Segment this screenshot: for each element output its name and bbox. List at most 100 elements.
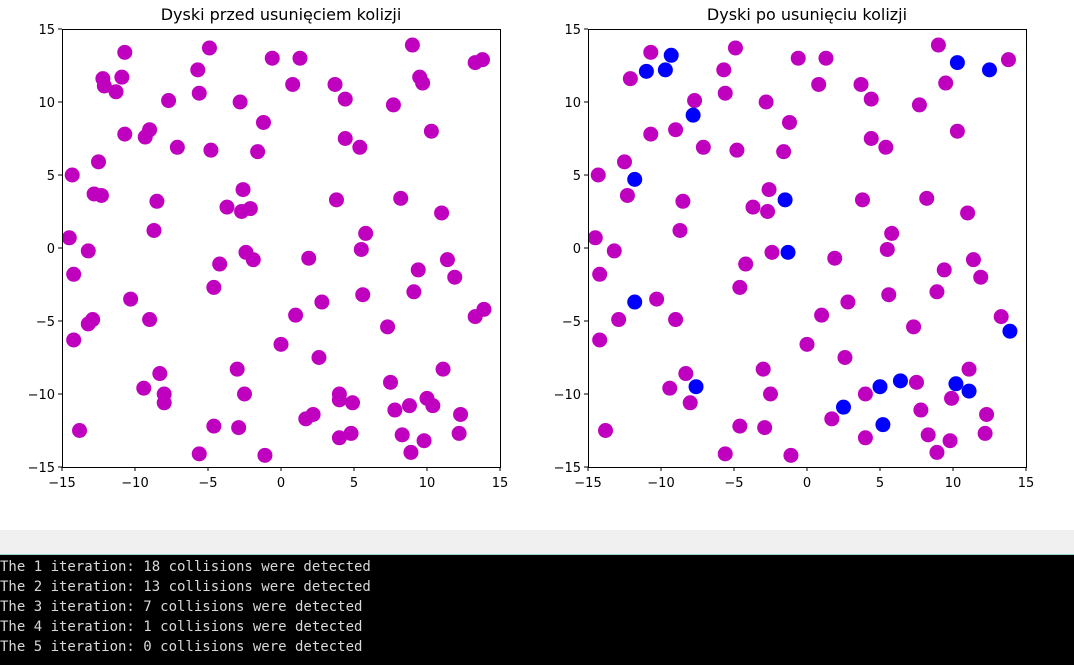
x-tick-label: −10 [121,476,148,491]
disk-point [936,262,952,278]
disk-point [117,44,133,60]
moved-disk-point [688,379,704,395]
disk-point [353,241,369,257]
disk-point [824,411,840,427]
x-tick-label: −15 [48,476,75,491]
disk-point [401,398,417,414]
disk-point [237,386,252,402]
disk-point [811,76,827,92]
disk-point [929,284,945,300]
console-line: The 2 iteration: 13 collisions were dete… [0,579,371,595]
y-tick-label: −5 [36,315,55,330]
disk-point [738,256,754,272]
moved-disk-point [627,171,643,187]
disk-point [232,94,248,110]
disk-point [146,222,162,238]
disk-point [717,85,733,101]
panel-divider[interactable] [0,530,1074,555]
disk-point [965,252,981,268]
console-output[interactable]: The 1 iteration: 18 collisions were dete… [0,555,1074,665]
disk-point [929,444,945,460]
y-tick-label: −15 [28,461,55,476]
disk-point [944,390,960,406]
chart-title: Dyski po usunięciu kolizji [707,5,907,24]
data-points [588,37,1018,463]
moved-disk-point [948,376,964,392]
disk-point [687,93,703,109]
y-tick-label: 0 [573,242,581,257]
disk-point [717,446,733,462]
y-tick-label: −15 [554,461,581,476]
disk-point [358,225,374,241]
disk-point [439,252,455,268]
moved-disk-point [949,55,965,71]
disk-point [142,122,158,138]
disk-point [191,85,207,101]
figure-canvas: −15 −10 −5 0 5 10 15 −15 −10 −5 0 5 10 15 Dyski przed … [27,5,1035,491]
disk-point [142,312,158,328]
disk-point [206,418,222,434]
disk-point [191,446,207,462]
disk-point [331,392,347,408]
disk-point [80,243,96,259]
disk-point [229,361,245,377]
disk-point [949,123,965,139]
disk-point [255,114,271,130]
disk-point [66,266,82,282]
disk-point [169,139,185,155]
disk-point [588,230,603,246]
disk-point [235,182,251,198]
disk-point [863,131,879,146]
disk-point [114,69,130,85]
disk-point [434,205,450,221]
disk-point [760,204,776,219]
console-line: The 5 iteration: 0 collisions were detec… [0,639,363,655]
disk-point [611,312,627,328]
disk-point [273,336,289,352]
disk-point [380,319,396,335]
disk-point [425,398,441,414]
disk-point [257,447,273,463]
disk-point [668,122,684,138]
x-tick-label: 15 [492,476,509,491]
disk-point [606,243,622,259]
y-tick-label: −5 [562,315,581,330]
disk-point [649,291,665,307]
disk-point [590,167,606,183]
moved-disk-point [657,62,673,78]
disk-point [643,126,659,142]
disk-point [415,75,431,91]
disk-point [451,425,467,441]
disk-point [64,167,80,183]
disk-point [328,192,344,208]
moved-disk-point [638,63,654,79]
axes-2: −15 −10 −5 0 5 10 15 −15 −10 −5 0 5 10 15 Dyski po usu… [554,5,1035,491]
disk-point [783,447,799,463]
disk-point [311,350,327,365]
x-tick-label: 10 [419,476,436,491]
moved-disk-point [777,192,793,208]
disk-point [416,433,432,449]
disk-point [672,222,688,238]
disk-point [149,193,165,209]
disk-point [682,395,698,411]
disk-point [716,62,732,78]
disk-point [881,287,897,303]
axes-frame [588,29,1027,468]
disk-point [732,418,748,434]
disk-point [337,91,353,107]
disk-point [920,427,936,443]
disk-point [592,266,608,282]
disk-point [305,406,321,422]
disk-point [435,361,451,377]
disk-point [732,279,748,295]
disk-point [355,287,371,303]
moved-disk-point [892,373,908,389]
disk-point [203,142,219,158]
scatter-figure: −15 −10 −5 0 5 10 15 −15 −10 −5 0 5 10 15 Dyski przed … [28,5,1035,491]
x-tick-label: −10 [647,476,674,491]
disk-point [727,40,743,56]
console-line: The 4 iteration: 1 collisions were detec… [0,619,363,635]
disk-point [156,395,172,411]
disk-point [781,114,797,130]
